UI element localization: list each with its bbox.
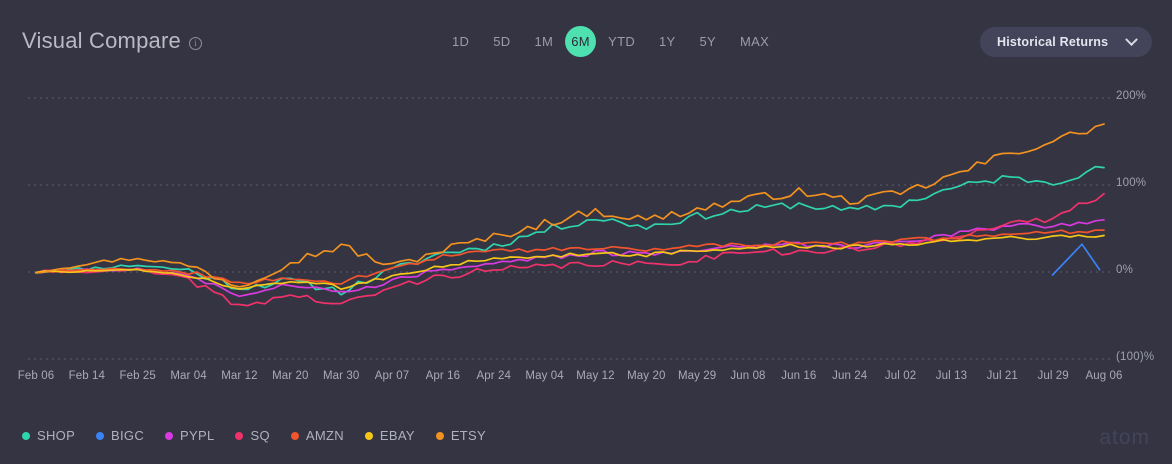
legend-label: BIGC bbox=[111, 428, 145, 443]
page-title: Visual Compare bbox=[22, 28, 181, 53]
range-option-ytd[interactable]: YTD bbox=[608, 34, 636, 49]
x-tick-label: Jul 13 bbox=[935, 370, 968, 382]
range-option-1m[interactable]: 1M bbox=[534, 34, 554, 49]
series-line-etsy bbox=[35, 123, 1105, 288]
chart-plot-area bbox=[0, 80, 1172, 380]
legend-label: AMZN bbox=[305, 428, 344, 443]
x-tick-label: Mar 20 bbox=[272, 370, 309, 382]
x-tick-label: Jun 08 bbox=[730, 370, 766, 382]
x-tick-label: Jul 29 bbox=[1037, 370, 1069, 382]
series-line-pypl bbox=[35, 218, 1105, 298]
x-tick-label: May 20 bbox=[627, 370, 666, 382]
chart-legend[interactable]: SHOP BIGC PYPL SQ AMZN EBAY ETSY bbox=[22, 428, 486, 443]
legend-color-dot bbox=[96, 431, 105, 440]
x-tick-label: May 29 bbox=[677, 370, 717, 382]
dropdown-label: Historical Returns bbox=[997, 35, 1109, 49]
x-tick-label: May 12 bbox=[576, 370, 615, 382]
legend-color-dot bbox=[22, 431, 30, 440]
chart-header: Visual Compare i 1D 5D 1M 6M YTD 1Y 5Y MAX Hist… bbox=[0, 0, 1172, 80]
y-tick-label: 100% bbox=[1116, 177, 1147, 189]
legend-label: SHOP bbox=[37, 428, 76, 443]
x-tick-label: Jul 02 bbox=[884, 370, 917, 382]
x-axis-labels: Feb 06 Feb 14 Feb 25 Mar 04 Mar 12 Mar 20 Mar … bbox=[0, 370, 1123, 390]
y-tick-label: 0% bbox=[1116, 264, 1134, 276]
x-tick-label: Apr 16 bbox=[425, 370, 461, 382]
returns-line-chart bbox=[28, 97, 1110, 360]
legend-label: SQ bbox=[250, 428, 270, 443]
range-option-1d[interactable]: 1D bbox=[452, 34, 470, 49]
legend-color-dot bbox=[290, 431, 299, 440]
info-icon[interactable]: i bbox=[188, 36, 202, 50]
series-line-amzn bbox=[35, 229, 1105, 285]
chevron-down-icon bbox=[1125, 32, 1138, 46]
range-selector[interactable]: 1D 5D 1M 6M YTD 1Y 5Y MAX bbox=[440, 26, 781, 57]
legend-color-dot bbox=[435, 431, 444, 440]
x-tick-label: Feb 25 bbox=[119, 370, 156, 382]
range-option-6m[interactable]: 6M bbox=[565, 26, 597, 57]
x-tick-label: Mar 30 bbox=[322, 370, 360, 382]
x-tick-label: Apr 24 bbox=[476, 370, 511, 382]
atom-watermark: atom bbox=[1099, 426, 1150, 449]
legend-item-ebay[interactable]: EBAY bbox=[364, 428, 415, 443]
x-tick-label: Jun 16 bbox=[781, 370, 817, 382]
title-group: Visual Compare i bbox=[22, 28, 202, 54]
x-tick-label: Feb 06 bbox=[17, 370, 55, 382]
series-line-ebay bbox=[35, 234, 1105, 291]
legend-item-shop[interactable]: SHOP bbox=[22, 428, 75, 443]
legend-color-dot bbox=[165, 431, 174, 440]
legend-item-amzn[interactable]: AMZN bbox=[290, 428, 344, 443]
range-option-5d[interactable]: 5D bbox=[493, 34, 511, 49]
x-tick-label: Jul 21 bbox=[986, 370, 1018, 382]
legend-item-etsy[interactable]: ETSY bbox=[435, 428, 486, 443]
range-option-5y[interactable]: 5Y bbox=[699, 34, 717, 49]
series-line-sq bbox=[35, 192, 1105, 307]
legend-label: PYPL bbox=[180, 428, 215, 443]
series-line-shop bbox=[35, 165, 1105, 296]
x-tick-label: Apr 07 bbox=[374, 370, 410, 382]
series-line-bigc bbox=[1051, 243, 1101, 277]
x-tick-label: Mar 04 bbox=[170, 370, 207, 382]
legend-label: ETSY bbox=[450, 428, 486, 443]
x-tick-label: Feb 14 bbox=[68, 370, 106, 382]
legend-item-sq[interactable]: SQ bbox=[235, 428, 270, 443]
legend-label: EBAY bbox=[379, 428, 415, 443]
legend-item-bigc[interactable]: BIGC bbox=[96, 428, 144, 443]
y-tick-label: 200% bbox=[1116, 90, 1147, 102]
x-tick-label: May 04 bbox=[525, 370, 564, 382]
range-option-1y[interactable]: 1Y bbox=[659, 34, 676, 49]
legend-color-dot bbox=[364, 431, 373, 440]
range-option-max[interactable]: MAX bbox=[740, 34, 770, 49]
x-tick-label: Aug 06 bbox=[1085, 370, 1123, 382]
historical-returns-dropdown[interactable]: Historical Returns bbox=[980, 27, 1152, 57]
legend-item-pypl[interactable]: PYPL bbox=[165, 428, 214, 443]
x-tick-label: Mar 12 bbox=[221, 370, 258, 382]
y-tick-label: (100)% bbox=[1116, 351, 1155, 363]
legend-color-dot bbox=[235, 431, 244, 440]
x-tick-label: Jun 24 bbox=[832, 370, 868, 382]
